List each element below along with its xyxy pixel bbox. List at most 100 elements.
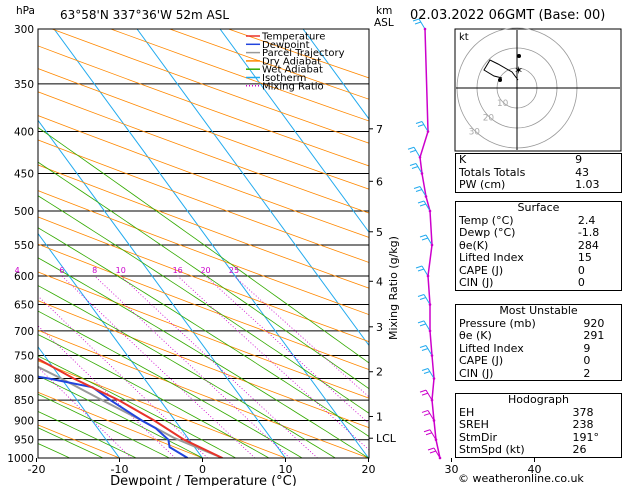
dry-adiabat-line xyxy=(38,329,369,458)
pressure-tick-label: 800 xyxy=(14,373,34,385)
wind-barb-flag xyxy=(417,320,425,324)
wind-barb xyxy=(418,18,426,30)
dry-adiabat-line xyxy=(38,243,369,370)
pressure-tick-label: 850 xyxy=(14,395,34,407)
legend-entry: Isotherm xyxy=(262,73,306,84)
pressure-tick-label: 1000 xyxy=(7,453,34,465)
hpa-label: hPa xyxy=(16,5,35,17)
dry-adiabat-line xyxy=(38,115,369,238)
asl-label: ASL xyxy=(374,17,394,29)
isotherm-line xyxy=(136,29,369,347)
hodograph-ring-label: 30 xyxy=(469,127,481,137)
x-axis-label: Dewpoint / Temperature (°C) xyxy=(110,474,297,486)
mixing-ratio-label: 25 xyxy=(229,266,239,275)
wind-barb-flag xyxy=(409,149,417,153)
dry-adiabat-line xyxy=(38,391,203,458)
pressure-tick-label: 300 xyxy=(14,24,34,36)
wind-barb xyxy=(421,121,429,132)
pressure-tick-label: 450 xyxy=(14,168,34,180)
legend-entry: Wet Adiabat xyxy=(262,65,323,76)
temp-tick-label: 20 xyxy=(362,463,376,476)
wind-barb-flag xyxy=(415,265,423,269)
wind-barb-flag xyxy=(409,163,417,166)
wind-profile-dot xyxy=(430,243,434,247)
parcel-trajectory-profile xyxy=(38,365,223,458)
wind-profile-dot xyxy=(428,209,432,213)
isotherm-line xyxy=(302,29,369,120)
km-tick-label: 4 xyxy=(376,275,383,288)
temp-tick-label: 30 xyxy=(445,463,459,476)
wind-barb xyxy=(421,265,429,277)
hodograph-point xyxy=(517,54,521,58)
dry-adiabat-line xyxy=(38,271,369,399)
hodograph-ring-label: 20 xyxy=(483,113,495,123)
wind-barb-flag xyxy=(421,409,429,413)
wind-barb xyxy=(427,410,435,421)
wet-adiabat-line xyxy=(38,443,70,458)
wind-barb xyxy=(423,200,431,212)
dry-adiabat-line xyxy=(38,360,286,458)
dry-adiabat-line xyxy=(38,190,369,316)
hodograph-panel: Hodograph EH 378 SREH 238 StmDir 191° StmSp… xyxy=(455,393,622,458)
legend-entry: Mixing Ratio xyxy=(262,81,324,92)
wet-adiabat-line xyxy=(38,355,236,458)
pressure-tick-label: 400 xyxy=(14,127,34,139)
wind-barb-flag xyxy=(411,166,419,169)
wind-barb-flag xyxy=(421,368,429,371)
wind-barb-flag xyxy=(421,392,429,396)
mixing-ratio-line xyxy=(94,275,290,458)
temp-tick-label: 10 xyxy=(279,463,293,476)
wind-profile xyxy=(407,18,442,460)
temp-tick-label: 0 xyxy=(199,463,206,476)
wind-profile-dot xyxy=(424,195,428,198)
wind-barb xyxy=(423,320,431,332)
mixing-ratio-line xyxy=(205,275,369,425)
most-unstable-title: Most Unstable xyxy=(499,304,578,317)
isotherm-line xyxy=(38,345,120,458)
wind-profile-line xyxy=(419,28,441,459)
wind-barb-flag xyxy=(419,345,427,348)
wind-barb xyxy=(425,389,433,401)
footer-credit: © weatheronline.co.uk xyxy=(458,472,584,485)
wind-barb-flag xyxy=(419,234,427,238)
wind-profile-dot xyxy=(434,438,438,442)
isotherm-line xyxy=(38,119,286,458)
wind-barb-flag xyxy=(429,450,437,454)
temp-tick-label: -20 xyxy=(28,463,46,476)
index-row-tt: Totals Totals 43 xyxy=(459,165,590,179)
km-tick-label: 5 xyxy=(376,226,383,239)
wind-barb-flag xyxy=(413,185,421,189)
wind-barb-flag xyxy=(417,268,425,272)
date-header: 02.03.2022 06GMT (Base: 00) xyxy=(410,8,606,23)
isotherm-line xyxy=(53,29,369,458)
temp-tick-label: 40 xyxy=(528,463,542,476)
km-tick-label: 6 xyxy=(376,175,383,188)
mixing-ratio-line xyxy=(177,275,369,451)
wind-barb xyxy=(423,294,431,305)
wind-profile-dot xyxy=(430,398,434,402)
wet-adiabat-line xyxy=(38,411,137,458)
wet-adiabat-line xyxy=(38,227,369,437)
dry-adiabat-line xyxy=(38,45,369,167)
wind-barb xyxy=(419,186,427,197)
wind-barb-flag xyxy=(419,323,427,327)
wind-barb-flag xyxy=(419,389,427,393)
plot-frame xyxy=(37,28,370,459)
wind-barb-flag xyxy=(423,429,431,433)
wet-adiabat-line xyxy=(38,334,270,458)
surface-panel: Surface Temp (°C) 2.4 Dewp (°C) -1.8 θe(K)… xyxy=(455,201,622,291)
wind-barb-flag xyxy=(407,146,415,150)
wet-adiabat-line xyxy=(38,257,369,458)
legend-entry: Dewpoint xyxy=(262,40,310,51)
km-label: km xyxy=(376,5,392,17)
mixing-ratio-label: 6 xyxy=(59,266,64,275)
mixing-ratio-line xyxy=(120,275,318,458)
wind-barb-flag xyxy=(423,412,431,416)
hodograph-title: Hodograph xyxy=(508,393,569,406)
wind-barb-flag xyxy=(415,121,423,124)
wind-profile-dot xyxy=(428,329,432,333)
mixing-ratio-label: 16 xyxy=(173,266,183,275)
km-tick-label: 1 xyxy=(376,410,383,423)
